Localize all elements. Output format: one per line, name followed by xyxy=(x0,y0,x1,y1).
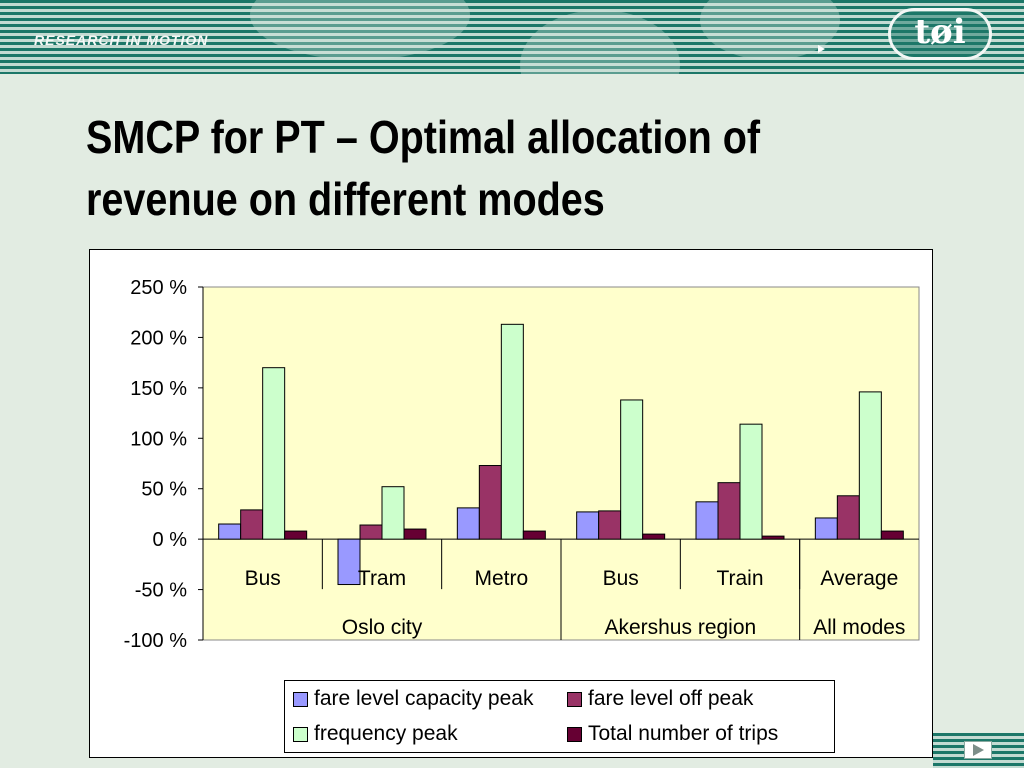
group-label: Akershus region xyxy=(604,616,756,639)
bar xyxy=(240,509,264,540)
header-banner: RESEARCH IN MOTION tøi xyxy=(0,0,1024,74)
play-icon xyxy=(972,744,984,756)
category-label: Bus xyxy=(245,567,281,590)
slide-title: SMCP for PT – Optimal allocation of reve… xyxy=(86,111,761,225)
toi-logo: tøi xyxy=(888,8,992,60)
bar xyxy=(836,495,860,540)
bar xyxy=(642,533,666,540)
category-label: Tram xyxy=(358,567,406,590)
y-tick-label: 250 % xyxy=(130,277,187,299)
category-label: Metro xyxy=(474,567,528,590)
bar xyxy=(359,524,383,540)
bar-chart: 250 % 200 % 150 % 100 % 50 % 0 % -50 % -100 % Os… xyxy=(124,277,920,652)
banner-decoration xyxy=(250,0,470,60)
legend-swatch xyxy=(293,726,308,742)
banner-decoration xyxy=(520,10,680,74)
legend-label: fare level off peak xyxy=(588,687,754,710)
bar xyxy=(880,530,904,540)
bar xyxy=(218,523,242,540)
bar xyxy=(695,501,719,540)
group-label: Oslo city xyxy=(342,616,423,639)
legend-swatch xyxy=(567,691,582,707)
y-tick-label: 50 % xyxy=(141,479,187,501)
chart-legend: fare level capacity peak fare level off … xyxy=(284,680,835,753)
legend-item: Total number of trips xyxy=(567,722,778,746)
y-tick-label: 0 % xyxy=(153,529,188,551)
category-label: Train xyxy=(716,567,763,590)
bar xyxy=(598,510,622,540)
bar xyxy=(858,391,882,540)
y-tick-label: 150 % xyxy=(130,378,187,400)
legend-item: fare level off peak xyxy=(567,687,753,711)
legend-item: fare level capacity peak xyxy=(293,687,533,711)
bar xyxy=(337,538,361,586)
category-label: Bus xyxy=(603,567,639,590)
arrow-right-icon xyxy=(818,45,825,53)
logo-text: tøi xyxy=(914,12,966,52)
legend-label: Total number of trips xyxy=(588,722,779,745)
bar xyxy=(478,465,502,540)
chart-frame: 250 % 200 % 150 % 100 % 50 % 0 % -50 % -100 % Os… xyxy=(89,249,933,758)
legend-item: frequency peak xyxy=(293,722,458,746)
bar xyxy=(814,517,838,540)
brand-text: RESEARCH IN MOTION xyxy=(34,32,209,48)
legend-swatch xyxy=(567,726,582,742)
y-tick-label: -50 % xyxy=(135,580,187,602)
legend-swatch xyxy=(293,691,308,707)
bar xyxy=(717,482,741,540)
bar xyxy=(761,535,785,540)
y-tick-label: 100 % xyxy=(130,428,187,450)
bar xyxy=(284,530,308,540)
bar xyxy=(403,528,427,540)
y-tick-label: -100 % xyxy=(124,630,188,652)
bar xyxy=(500,323,524,540)
legend-label: frequency peak xyxy=(314,722,458,745)
bar xyxy=(739,423,763,540)
y-tick-label: 200 % xyxy=(130,327,187,349)
bar xyxy=(381,486,405,540)
bar xyxy=(522,530,546,540)
category-label: Average xyxy=(820,567,898,590)
bar xyxy=(456,507,480,540)
bar xyxy=(576,511,600,540)
bar xyxy=(262,367,286,540)
group-label: All modes xyxy=(813,616,905,639)
bar xyxy=(620,399,644,540)
next-slide-button[interactable] xyxy=(964,741,992,759)
legend-label: fare level capacity peak xyxy=(314,687,534,710)
